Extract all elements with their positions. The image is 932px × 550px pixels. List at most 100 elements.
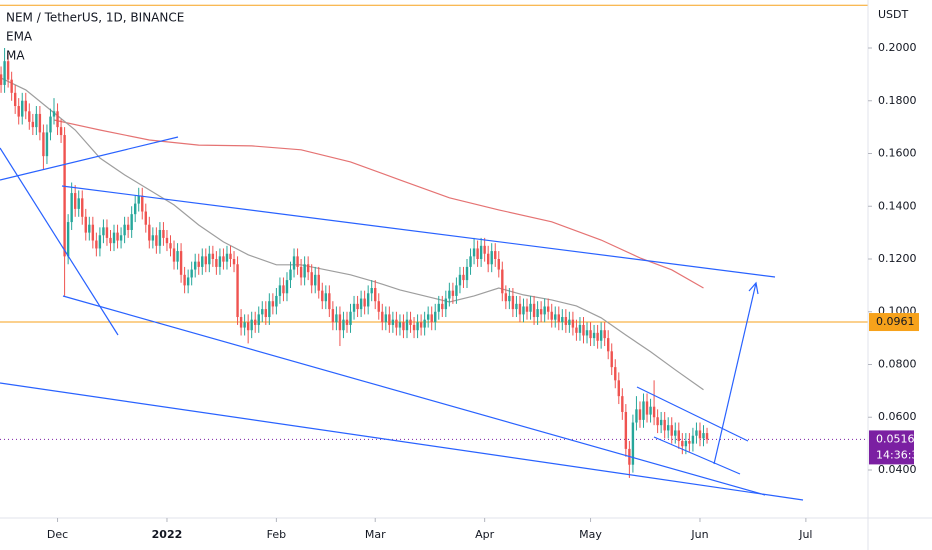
- y-tick-label: 0.0400: [878, 463, 917, 476]
- candle-body: [437, 303, 440, 312]
- candle-body: [635, 409, 638, 423]
- candle-body: [603, 330, 606, 339]
- trendlines: [0, 136, 804, 501]
- candle-body: [112, 232, 116, 244]
- candle-body: [518, 303, 522, 315]
- candle-body: [215, 259, 218, 267]
- candle-body: [695, 430, 698, 436]
- candle-body: [539, 309, 543, 315]
- candle-body: [183, 274, 186, 286]
- candle-body: [515, 303, 518, 310]
- price-lines: [0, 4, 868, 440]
- candle-body: [148, 224, 151, 241]
- candle-body: [133, 203, 137, 215]
- candle-body: [59, 127, 63, 136]
- candle-body: [550, 311, 553, 320]
- candle-body: [345, 319, 349, 325]
- x-tick-label: Jun: [690, 528, 708, 541]
- candle-body: [123, 224, 126, 236]
- candle-body: [426, 314, 430, 320]
- trendline: [0, 382, 804, 501]
- candle-body: [388, 314, 391, 325]
- candle-body: [17, 106, 20, 117]
- indicator-line: [0, 77, 704, 391]
- indicators: [0, 77, 704, 391]
- candle-body: [197, 261, 200, 267]
- candle-body: [254, 319, 257, 325]
- candle-body: [282, 285, 285, 294]
- x-tick-label: May: [579, 528, 602, 541]
- x-tick-label: Mar: [365, 528, 386, 541]
- candle-body: [490, 251, 493, 265]
- price-label: 0.0961: [876, 315, 915, 328]
- candle-body: [455, 285, 458, 296]
- candle-body: [363, 298, 366, 307]
- trendline: [636, 386, 749, 442]
- candle-body: [232, 259, 236, 265]
- candle-body: [66, 222, 70, 257]
- candle-body: [564, 317, 568, 325]
- candle-body: [264, 309, 268, 318]
- candle-body: [359, 298, 363, 310]
- candle-body: [292, 256, 296, 270]
- candle-body: [670, 425, 673, 436]
- candle-body: [296, 256, 299, 267]
- candle-body: [607, 338, 610, 352]
- candle-body: [239, 317, 243, 328]
- candle-body: [77, 198, 80, 209]
- y-tick-label: 0.0600: [878, 410, 917, 423]
- candle-body: [56, 111, 59, 128]
- candle-body: [289, 269, 292, 281]
- candle-body: [511, 295, 515, 310]
- candle-body: [243, 322, 246, 328]
- candle-body: [451, 290, 455, 296]
- candle-body: [268, 301, 271, 318]
- candle-body: [652, 406, 656, 418]
- y-tick-label: 0.1600: [878, 147, 917, 160]
- candle-body: [236, 264, 239, 318]
- x-tick-label: Feb: [267, 528, 286, 541]
- candle-body: [391, 319, 395, 325]
- candle-body: [405, 319, 409, 331]
- candle-body: [38, 113, 42, 133]
- candle-body: [158, 229, 162, 246]
- candle-body: [141, 195, 144, 212]
- candle-body: [179, 251, 183, 275]
- candle-body: [419, 322, 423, 328]
- candle-body: [211, 253, 215, 259]
- candle-body: [299, 266, 303, 278]
- candle-body: [536, 309, 539, 318]
- candle-body: [681, 440, 684, 447]
- candle-body: [483, 245, 486, 254]
- candle-body: [321, 290, 324, 302]
- candle-body: [497, 259, 500, 270]
- candle-body: [176, 251, 179, 262]
- candle-body: [303, 264, 306, 278]
- candle-body: [285, 280, 289, 294]
- candle-body: [352, 303, 356, 312]
- candle-body: [614, 367, 617, 381]
- candle-body: [229, 253, 232, 259]
- candle-body: [169, 243, 172, 249]
- candle-body: [592, 332, 596, 339]
- y-tick-label: 0.1400: [878, 199, 917, 212]
- candle-body: [151, 235, 155, 241]
- candle-body: [554, 314, 557, 320]
- candle-body: [458, 274, 462, 286]
- candle-body: [398, 322, 402, 328]
- candle-body: [105, 227, 109, 238]
- candle-body: [119, 235, 123, 241]
- candle-body: [610, 351, 613, 368]
- candle-body: [384, 314, 388, 323]
- candle-body: [674, 430, 677, 436]
- candle-body: [155, 235, 158, 246]
- candle-body: [557, 314, 560, 323]
- candle-body: [546, 306, 550, 312]
- candle-body: [73, 193, 77, 209]
- candle-body: [162, 229, 165, 238]
- candle-body: [617, 380, 620, 397]
- candle-body: [172, 248, 176, 262]
- candle-body: [645, 401, 649, 415]
- candle-body: [10, 79, 13, 93]
- candle-body: [208, 253, 211, 265]
